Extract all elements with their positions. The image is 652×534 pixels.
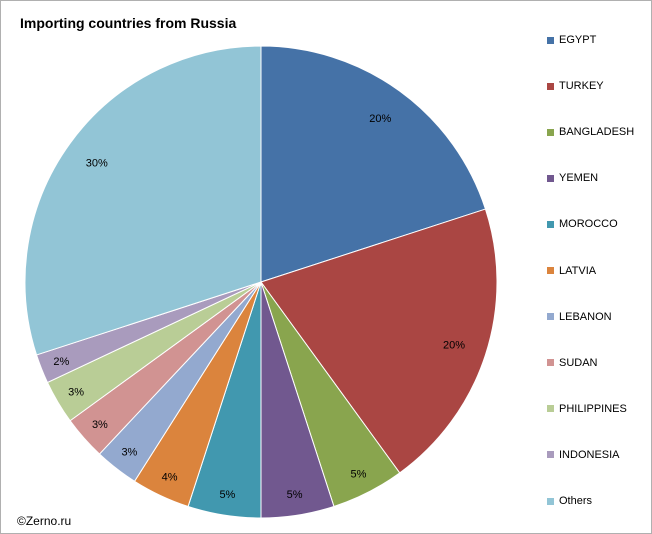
pie-chart: 20% 20% 5% 5% 5% 4% 3% 3% 3% 2% 30% [24, 45, 498, 519]
legend-label: LATVIA [559, 264, 597, 277]
legend-swatch [547, 36, 554, 44]
legend-swatch [547, 82, 554, 90]
legend-swatch [547, 359, 554, 367]
chart-legend: EGYPT TURKEY BANGLADESH YEMEN MOROCCO LATVIA L… [547, 34, 651, 514]
legend-item-latvia: LATVIA [547, 265, 596, 277]
legend-item-bangladesh: BANGLADESH [547, 126, 634, 138]
data-label-morocco: 5% [219, 489, 235, 501]
copyright-text: ©Zerno.ru [17, 514, 72, 528]
legend-label: MOROCCO [559, 218, 618, 231]
pie-slice-egypt [260, 45, 487, 283]
data-label-lebanon: 3% [121, 447, 137, 459]
data-label-indonesia: 2% [53, 356, 69, 368]
legend-item-yemen: YEMEN [547, 172, 598, 184]
data-label-latvia: 4% [162, 471, 178, 483]
legend-label: INDONESIA [559, 448, 620, 461]
legend-swatch [547, 497, 554, 505]
legend-swatch [547, 128, 554, 136]
legend-item-sudan: SUDAN [547, 357, 598, 369]
data-label-yemen: 5% [287, 489, 303, 501]
data-label-sudan: 3% [92, 419, 108, 431]
legend-swatch [547, 267, 554, 274]
legend-item-philippines: PHILIPPINES [547, 403, 627, 415]
legend-item-lebanon: LEBANON [547, 311, 612, 323]
data-label-turkey: 20% [443, 340, 465, 352]
data-label-egypt: 20% [369, 113, 391, 125]
legend-item-morocco: MOROCCO [547, 218, 618, 230]
data-label-bangladesh: 5% [351, 468, 367, 480]
legend-label: LEBANON [559, 310, 612, 323]
legend-label: Others [559, 495, 593, 507]
legend-label: PHILIPPINES [559, 402, 627, 415]
legend-label: EGYPT [559, 34, 597, 46]
pie-slice-turkey [260, 208, 498, 474]
legend-item-egypt: EGYPT [547, 34, 596, 46]
legend-label: SUDAN [559, 356, 598, 369]
legend-label: TURKEY [559, 80, 604, 93]
legend-swatch [547, 220, 554, 228]
legend-label: YEMEN [559, 172, 599, 185]
data-label-others: 30% [86, 158, 108, 170]
pie-slice-others [24, 45, 262, 356]
legend-swatch [547, 405, 554, 413]
legend-item-turkey: TURKEY [547, 80, 604, 92]
legend-label: BANGLADESH [559, 126, 635, 139]
legend-swatch [547, 174, 554, 182]
legend-swatch [547, 451, 554, 459]
data-label-philippines: 3% [68, 386, 84, 398]
legend-item-indonesia: INDONESIA [547, 449, 620, 461]
chart-title: Importing countries from Russia [20, 15, 237, 31]
legend-item-others: Others [547, 495, 592, 507]
legend-swatch [547, 313, 554, 321]
